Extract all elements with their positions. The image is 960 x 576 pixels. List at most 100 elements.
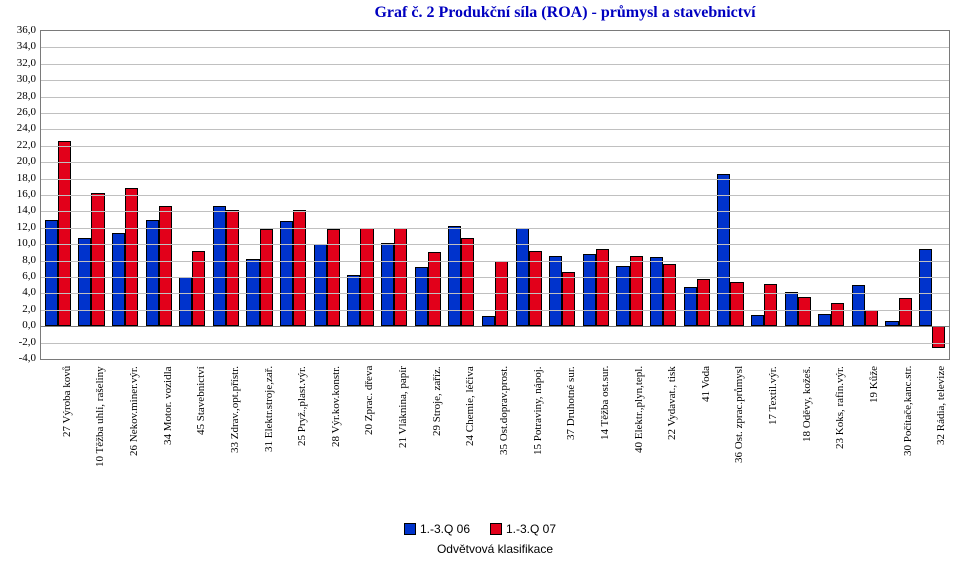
bar (831, 303, 844, 326)
bar (58, 141, 71, 326)
bar (179, 277, 192, 326)
bar (482, 316, 495, 326)
x-tick-label: 28 Výr.kov.konstr. (330, 366, 342, 447)
y-tick-label: 14,0 (2, 204, 36, 216)
y-tick-label: 16,0 (2, 188, 36, 200)
x-tick-label: 40 Elektr.,plyn,tepl. (633, 366, 645, 453)
y-tick-label: 22,0 (2, 139, 36, 151)
x-tick-label: 33 Zdrav.,opt.přístr. (229, 366, 241, 453)
bar (461, 238, 474, 327)
x-tick-label: 15 Potraviny, nápoj. (532, 367, 544, 456)
x-tick-label: 37 Druhotné sur. (565, 366, 577, 440)
legend-item-1: 1.-3.Q 06 (404, 522, 470, 536)
bar (818, 314, 831, 326)
bar (78, 238, 91, 327)
bar (428, 252, 441, 326)
y-tick-label: 24,0 (2, 122, 36, 134)
bar (112, 233, 125, 326)
bar (865, 310, 878, 326)
x-tick-label: 10 Těžba uhlí, rašeliny (94, 366, 106, 467)
legend-label-1: 1.-3.Q 06 (420, 522, 470, 536)
y-tick-label: 30,0 (2, 73, 36, 85)
legend-label-2: 1.-3.Q 07 (506, 522, 556, 536)
gridline (41, 244, 949, 245)
y-tick-label: 10,0 (2, 237, 36, 249)
legend-item-2: 1.-3.Q 07 (490, 522, 556, 536)
gridline (41, 179, 949, 180)
bar (347, 275, 360, 326)
y-tick-label: 36,0 (2, 24, 36, 36)
bar (852, 285, 865, 326)
bar (583, 254, 596, 326)
y-tick-label: 32,0 (2, 57, 36, 69)
x-tick-label: 29 Stroje, zaříz. (431, 366, 443, 436)
gridline (41, 47, 949, 48)
gridline (41, 97, 949, 98)
legend-swatch-1 (404, 523, 416, 535)
gridline (41, 261, 949, 262)
y-tick-label: 26,0 (2, 106, 36, 118)
gridline (41, 293, 949, 294)
gridline (41, 195, 949, 196)
bar (616, 266, 629, 327)
legend: 1.-3.Q 06 1.-3.Q 07 (330, 520, 630, 538)
y-tick-label: 34,0 (2, 40, 36, 52)
bar (663, 264, 676, 326)
legend-swatch-2 (490, 523, 502, 535)
bar (213, 206, 226, 326)
bar (650, 257, 663, 326)
bar (562, 272, 575, 326)
gridline (41, 343, 949, 344)
y-tick-label: 0,0 (2, 319, 36, 331)
x-tick-label: 41 Voda (700, 366, 712, 402)
baseline (41, 326, 949, 327)
bar (549, 256, 562, 327)
x-tick-label: 14 Těžba ost.sur. (599, 366, 611, 440)
x-tick-label: 34 Motor. vozidla (162, 366, 174, 445)
x-axis-title: Odvětvová klasifikace (40, 542, 950, 556)
y-tick-label: 20,0 (2, 155, 36, 167)
x-tick-label: 21 Vláknina, papír (397, 366, 409, 448)
x-tick-label: 26 Nekov.miner.výr. (128, 366, 140, 456)
bar (932, 326, 945, 347)
x-tick-label: 18 Oděvy, kožeš. (801, 366, 813, 442)
bar (192, 251, 205, 326)
gridline (41, 129, 949, 130)
x-tick-label: 22 Vydavat., tisk (666, 366, 678, 440)
bar (730, 282, 743, 326)
x-tick-label: 19 Kůže (868, 366, 880, 403)
bar (697, 279, 710, 327)
bar (764, 284, 777, 327)
y-tick-label: -4,0 (2, 352, 36, 364)
bar (415, 267, 428, 326)
bar (717, 174, 730, 327)
bar (630, 256, 643, 327)
gridline (41, 64, 949, 65)
gridline (41, 113, 949, 114)
gridline (41, 310, 949, 311)
y-tick-label: 28,0 (2, 90, 36, 102)
bar (529, 251, 542, 326)
x-tick-label: 25 Pryž.,plast.výr. (296, 366, 308, 446)
gridline (41, 228, 949, 229)
y-tick-label: 18,0 (2, 172, 36, 184)
chart-title: Graf č. 2 Produkční síla (ROA) - průmysl… (230, 4, 900, 22)
x-tick-label: 35 Ost.doprav.prost. (498, 366, 510, 455)
bar (381, 243, 394, 327)
x-tick-label: 20 Zprac. dřeva (363, 366, 375, 435)
x-tick-label: 45 Stavebnictví (195, 366, 207, 435)
gridline (41, 146, 949, 147)
x-tick-label: 30 Počítače,kanc.str. (902, 366, 914, 456)
y-tick-label: 4,0 (2, 286, 36, 298)
bar (899, 298, 912, 326)
gridline (41, 80, 949, 81)
x-tick-label: 17 Textil.výr. (767, 366, 779, 425)
y-tick-label: -2,0 (2, 336, 36, 348)
x-tick-label: 32 Rádia, televize (935, 366, 947, 445)
x-tick-label: 36 Ost. zprac.průmysl (733, 366, 745, 463)
x-tick-label: 23 Koks, rafin.výr. (834, 366, 846, 449)
chart-container: Graf č. 2 Produkční síla (ROA) - průmysl… (0, 0, 960, 576)
bar (159, 206, 172, 326)
x-tick-label: 31 Elektr.stroje,zař. (263, 366, 275, 452)
x-axis-labels: 27 Výroba kovů10 Těžba uhlí, rašeliny26 … (40, 362, 950, 517)
